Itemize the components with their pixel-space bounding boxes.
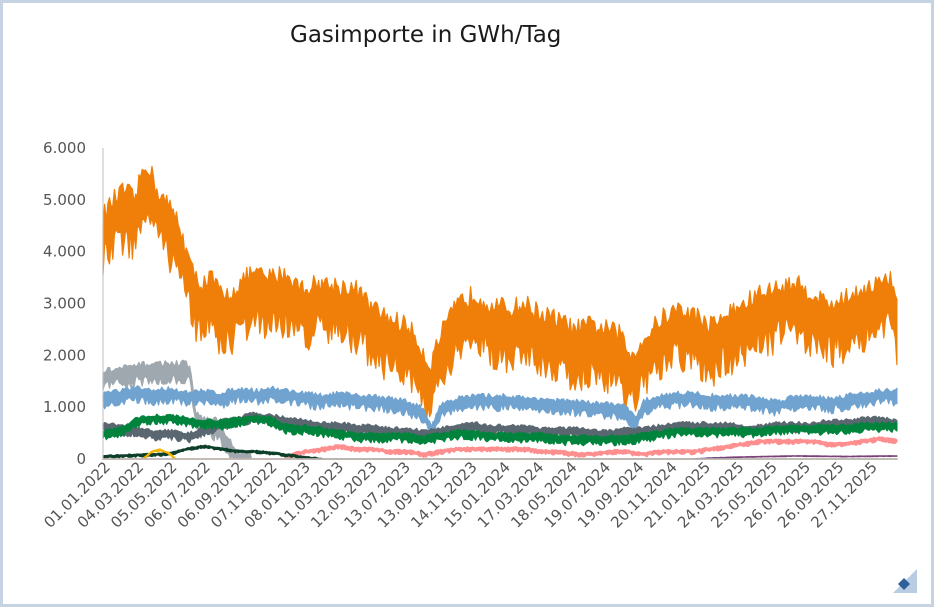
series-area-3 bbox=[102, 385, 898, 440]
y-tick-label: 1.000 bbox=[43, 398, 86, 416]
series-area-6 bbox=[102, 436, 898, 460]
series-area-1 bbox=[102, 165, 898, 424]
y-tick-label: 6.000 bbox=[43, 139, 86, 157]
y-tick-label: 0 bbox=[76, 450, 86, 468]
series-area-5 bbox=[102, 413, 898, 447]
y-tick-label: 2.000 bbox=[43, 346, 86, 364]
logo-icon bbox=[893, 569, 917, 593]
y-tick-label: 5.000 bbox=[43, 191, 86, 209]
chart-title: Gasimporte in GWh/Tag bbox=[290, 22, 562, 48]
y-tick-label: 3.000 bbox=[43, 295, 86, 313]
y-tick-label: 4.000 bbox=[43, 243, 86, 261]
